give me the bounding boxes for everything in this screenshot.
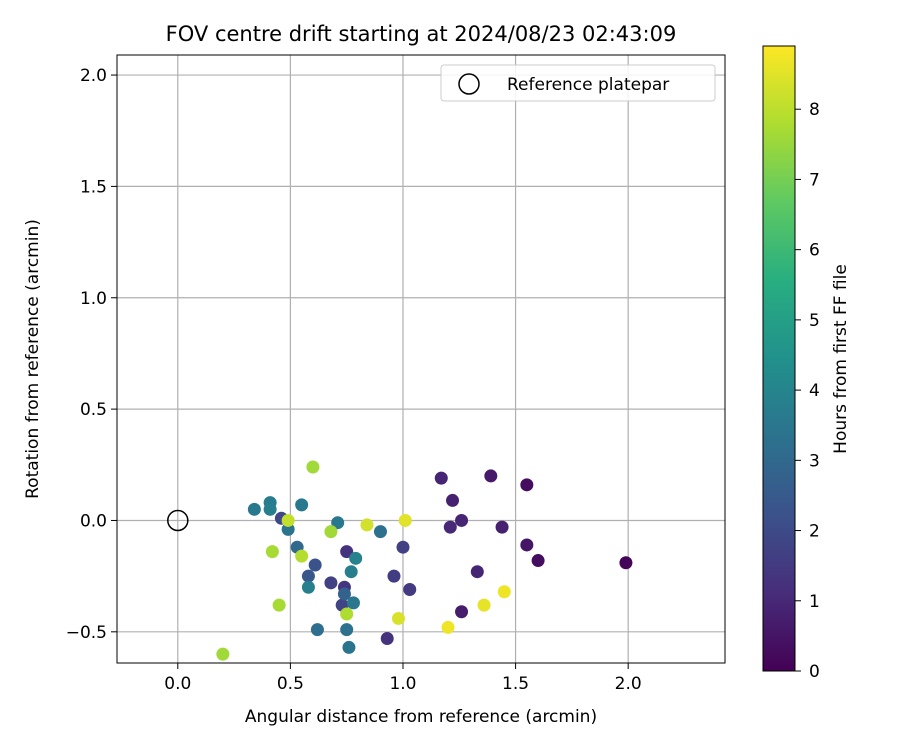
data-point [265,545,279,559]
colorbar-tick-label: 7 [809,170,820,190]
data-point [308,558,322,572]
colorbar-ticks: 0 1 2 3 4 5 6 7 8 [795,100,820,682]
data-point [263,502,277,516]
data-point [403,583,417,597]
data-point [216,647,230,661]
x-tick-label: 0.5 [277,674,304,694]
colorbar: 0 1 2 3 4 5 6 7 8 Hours from first FF file [762,45,851,682]
colorbar-tick-label: 4 [809,381,820,401]
data-point [346,596,360,610]
y-tick-label: 0.5 [80,400,107,420]
data-points [216,460,633,661]
colorbar-tick-label: 2 [809,522,820,542]
chart-title: FOV centre drift starting at 2024/08/23 … [166,22,677,46]
data-point [360,518,374,532]
y-axis-label: Rotation from reference (arcmin) [23,219,43,499]
legend: Reference platepar [440,64,716,102]
data-point [434,471,448,485]
data-point [495,520,509,534]
y-tick-label: 1.0 [80,289,107,309]
legend-reference-icon [458,73,480,95]
y-tick-label: −0.5 [66,623,107,643]
x-axis-ticks: 0.0 0.5 1.0 1.5 2.0 [164,663,642,694]
y-tick-label: 1.5 [80,177,107,197]
data-point [531,554,545,568]
data-point [391,611,405,625]
data-point [310,623,324,637]
data-point [455,513,469,527]
data-point [344,565,358,579]
data-point [295,549,309,563]
data-point [455,605,469,619]
data-point [301,569,315,583]
data-point [446,493,460,507]
data-point [477,598,491,612]
colorbar-tick-label: 8 [809,100,820,120]
data-point [247,502,261,516]
legend-box [440,64,716,102]
data-point [619,556,633,570]
colorbar-tick-label: 6 [809,241,820,261]
data-point [396,540,410,554]
y-axis-ticks: −0.5 0.0 0.5 1.0 1.5 2.0 [66,66,117,643]
data-point [441,620,455,634]
data-point [342,640,356,654]
data-point [337,587,351,601]
data-point [497,585,511,599]
data-point [301,580,315,594]
data-point [484,469,498,483]
data-point [443,520,457,534]
data-point [380,632,394,646]
y-tick-label: 0.0 [80,511,107,531]
colorbar-label: Hours from first FF file [831,264,851,454]
plot-frame [116,54,726,664]
data-point [306,460,320,474]
colorbar-tick-label: 0 [809,662,820,682]
data-point [520,478,534,492]
data-point [340,623,354,637]
x-tick-label: 1.0 [389,674,416,694]
x-tick-label: 2.0 [615,674,642,694]
reference-platepar-marker [167,509,189,532]
data-point [340,607,354,621]
x-tick-label: 1.5 [502,674,529,694]
data-point [272,598,286,612]
data-point [520,538,534,552]
data-point [324,525,338,539]
data-point [398,513,412,527]
data-point [340,545,354,559]
data-point [387,569,401,583]
x-axis-label: Angular distance from reference (arcmin) [245,707,597,727]
colorbar-tick-label: 1 [809,592,820,612]
data-point [470,565,484,579]
colorbar-gradient [762,45,796,672]
y-tick-label: 2.0 [80,66,107,86]
data-point [324,576,338,590]
legend-entry-label: Reference platepar [507,75,669,95]
data-point [281,513,295,527]
grid-lines [117,55,725,663]
x-tick-label: 0.0 [164,674,191,694]
data-point [281,522,295,536]
data-point [331,516,345,530]
colorbar-tick-label: 3 [809,451,820,471]
data-point [295,498,309,512]
colorbar-tick-label: 5 [809,311,820,331]
data-point [373,525,387,539]
data-point [349,551,363,565]
